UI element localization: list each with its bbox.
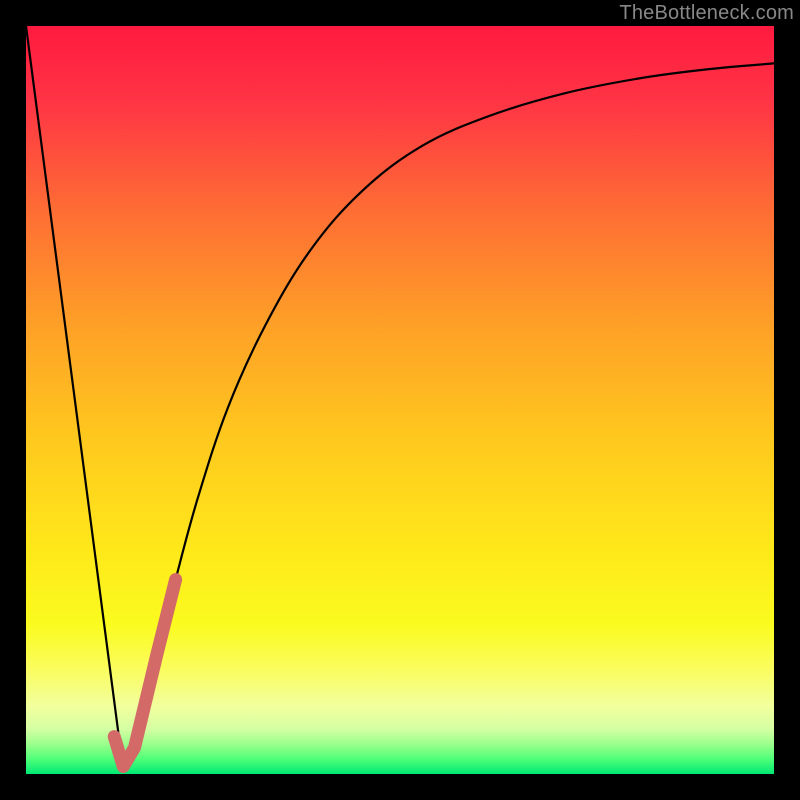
watermark-text: TheBottleneck.com — [619, 0, 800, 25]
bottleneck-chart — [0, 0, 800, 800]
plot-background — [26, 26, 774, 774]
chart-container: TheBottleneck.com — [0, 0, 800, 800]
